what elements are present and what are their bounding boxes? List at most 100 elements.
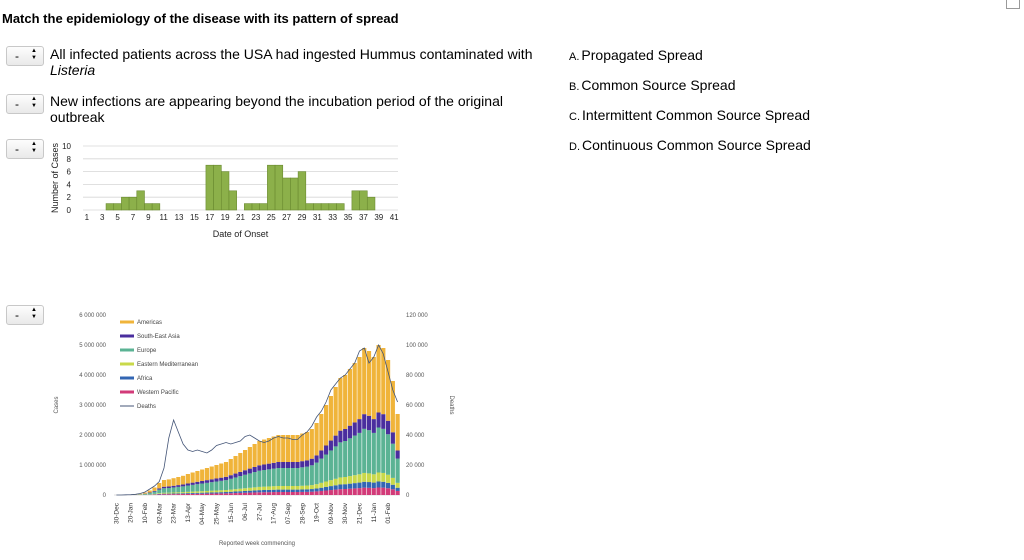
bar [297, 171, 307, 211]
stacked-bar-segment [190, 492, 195, 494]
stacked-bar-segment [300, 467, 305, 486]
stacked-bar-segment [314, 491, 319, 495]
option-label: Propagated Spread [581, 47, 703, 63]
stacked-bar-segment [161, 486, 167, 489]
stacked-bar-segment [366, 415, 372, 431]
stacked-bar-segment [304, 491, 310, 495]
stacked-bar-segment [204, 493, 210, 495]
stacked-bar-segment [190, 491, 195, 493]
stacked-bar-segment [266, 463, 271, 470]
stacked-bar-segment [285, 435, 291, 462]
legend-label: Americas [137, 320, 162, 326]
stacked-bar-segment [233, 491, 238, 494]
stacked-bar-segment [181, 492, 186, 494]
stacked-bar-segment [257, 492, 262, 495]
stacked-bar-segment [395, 487, 400, 491]
option-c: C. Intermittent Common Source Spread [569, 107, 810, 123]
stacked-bar-segment [304, 485, 310, 490]
stacked-bar-segment [195, 491, 200, 493]
stacked-bar-segment [176, 477, 181, 486]
stacked-bar-segment [390, 484, 395, 490]
bar [105, 203, 115, 211]
up-down-arrows-icon: ▲ ▼ [31, 141, 37, 154]
item-text-italic: Listeria [50, 62, 96, 78]
stacked-bar-segment [290, 435, 295, 462]
stacked-bar-segment [295, 489, 300, 492]
stacked-bar-segment [371, 488, 376, 495]
option-label: Intermittent Common Source Spread [582, 107, 810, 123]
stacked-bar-segment [257, 490, 262, 493]
option-letter: D. [569, 141, 580, 153]
stacked-bar-segment [362, 348, 367, 415]
option-a: A. Propagated Spread [569, 47, 703, 63]
stacked-bar-segment [338, 430, 343, 443]
stacked-bar-segment [266, 438, 271, 464]
stacked-bar-segment [147, 490, 152, 493]
stacked-bar-segment [219, 477, 224, 481]
stacked-bar-segment [285, 486, 291, 490]
stacked-bar-segment [352, 435, 357, 476]
x-axis-label: Date of Onset [213, 229, 269, 239]
stacked-bar-segment [228, 459, 233, 476]
stacked-bar-segment [214, 481, 219, 491]
stacked-bar-segment [352, 422, 357, 436]
stacked-bar-segment [395, 414, 400, 451]
stacked-bar-segment [228, 489, 233, 492]
stacked-bar-segment [185, 474, 190, 484]
stacked-bar-segment [295, 486, 300, 490]
stacked-bar-segment [185, 491, 190, 494]
up-down-arrows-icon: ▲ ▼ [31, 48, 37, 61]
y-tick-label: 0 [67, 206, 72, 215]
stacked-bar-segment [309, 485, 314, 490]
stacked-bar-segment [285, 468, 291, 486]
x-tick-label: 09-Nov [328, 502, 335, 524]
stacked-bar-segment [219, 493, 224, 495]
stacked-bar-segment [214, 465, 219, 479]
stacked-bar-segment [247, 468, 252, 474]
stacked-bar-segment [281, 435, 286, 462]
stacked-bar-segment [166, 479, 171, 487]
window-corner-control[interactable] [1006, 0, 1020, 9]
stacked-bar-segment [362, 487, 367, 495]
stacked-bar-segment [319, 490, 324, 495]
x-tick-label: 23-Mar [171, 502, 178, 523]
stacked-bar-segment [252, 492, 257, 495]
stacked-bar-segment [395, 450, 400, 459]
stacked-bar-segment [247, 492, 252, 495]
stacked-bar-segment [181, 486, 186, 493]
stacked-bar-segment [219, 490, 224, 493]
stacked-bar-segment [181, 494, 186, 495]
answer-select-3[interactable]: - ▲ ▼ [6, 139, 44, 159]
stacked-bar-segment [243, 450, 248, 471]
stacked-bar-segment [386, 488, 391, 495]
stacked-bar-segment [161, 488, 167, 493]
stacked-bar-segment [195, 484, 200, 492]
stacked-bar-segment [390, 381, 395, 433]
answer-select-2[interactable]: - ▲ ▼ [6, 94, 44, 114]
stacked-bar-segment [171, 494, 176, 495]
stacked-bar-segment [338, 489, 343, 495]
stacked-bar-segment [195, 471, 200, 482]
x-tick-label: 27-Jul [256, 502, 263, 520]
stacked-bar-segment [176, 485, 181, 487]
stacked-bar-segment [376, 345, 381, 413]
stacked-bar-segment [195, 492, 200, 494]
stacked-bar-segment [324, 405, 329, 446]
stacked-bar-segment [266, 486, 271, 490]
answer-select-4[interactable]: - ▲ ▼ [6, 305, 44, 325]
answer-select-1[interactable]: - ▲ ▼ [6, 46, 44, 66]
stacked-bar-segment [295, 435, 300, 462]
x-tick-label: 3 [100, 213, 105, 222]
stacked-bar-segment [257, 486, 262, 491]
stacked-bar-segment [204, 490, 210, 493]
stacked-bar-segment [204, 480, 210, 483]
stacked-bar-segment [161, 480, 167, 487]
x-tick-label: 25 [267, 213, 276, 222]
legend-label: Africa [137, 376, 153, 382]
stacked-bar-segment [157, 488, 162, 490]
bar [359, 190, 368, 211]
stacked-bar-segment [338, 378, 343, 431]
stacked-bar-segment [347, 425, 353, 439]
stacked-bar-segment [343, 477, 348, 485]
bar [336, 203, 345, 211]
